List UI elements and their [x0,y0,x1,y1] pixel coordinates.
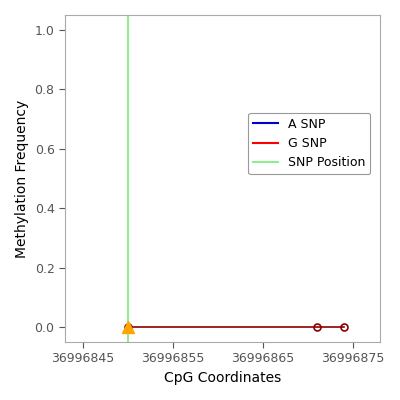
Legend: A SNP, G SNP, SNP Position: A SNP, G SNP, SNP Position [248,113,370,174]
X-axis label: CpG Coordinates: CpG Coordinates [164,371,281,385]
Y-axis label: Methylation Frequency: Methylation Frequency [15,99,29,258]
